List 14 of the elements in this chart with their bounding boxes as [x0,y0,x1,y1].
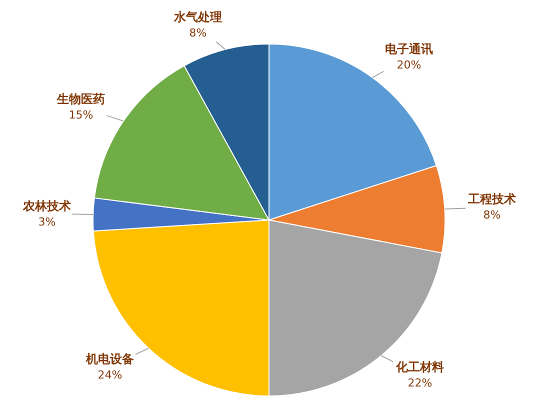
slice-label: 农林技术 [22,199,71,213]
slice-label: 生物医药 [56,92,105,106]
slice-label: 化工材料 [395,360,444,374]
data-label: 22% [408,376,432,390]
slice-label: 水气处理 [173,10,222,24]
slice-label: 机电设备 [85,352,134,366]
data-label: 8% [483,208,501,222]
slice-label: 电子通讯 [385,42,433,56]
data-label: 24% [98,368,122,382]
data-label: 8% [189,26,207,40]
slice-label: 工程技术 [467,192,516,206]
data-label: 3% [38,216,56,229]
data-label: 15% [68,108,94,122]
data-label: 20% [396,58,422,72]
